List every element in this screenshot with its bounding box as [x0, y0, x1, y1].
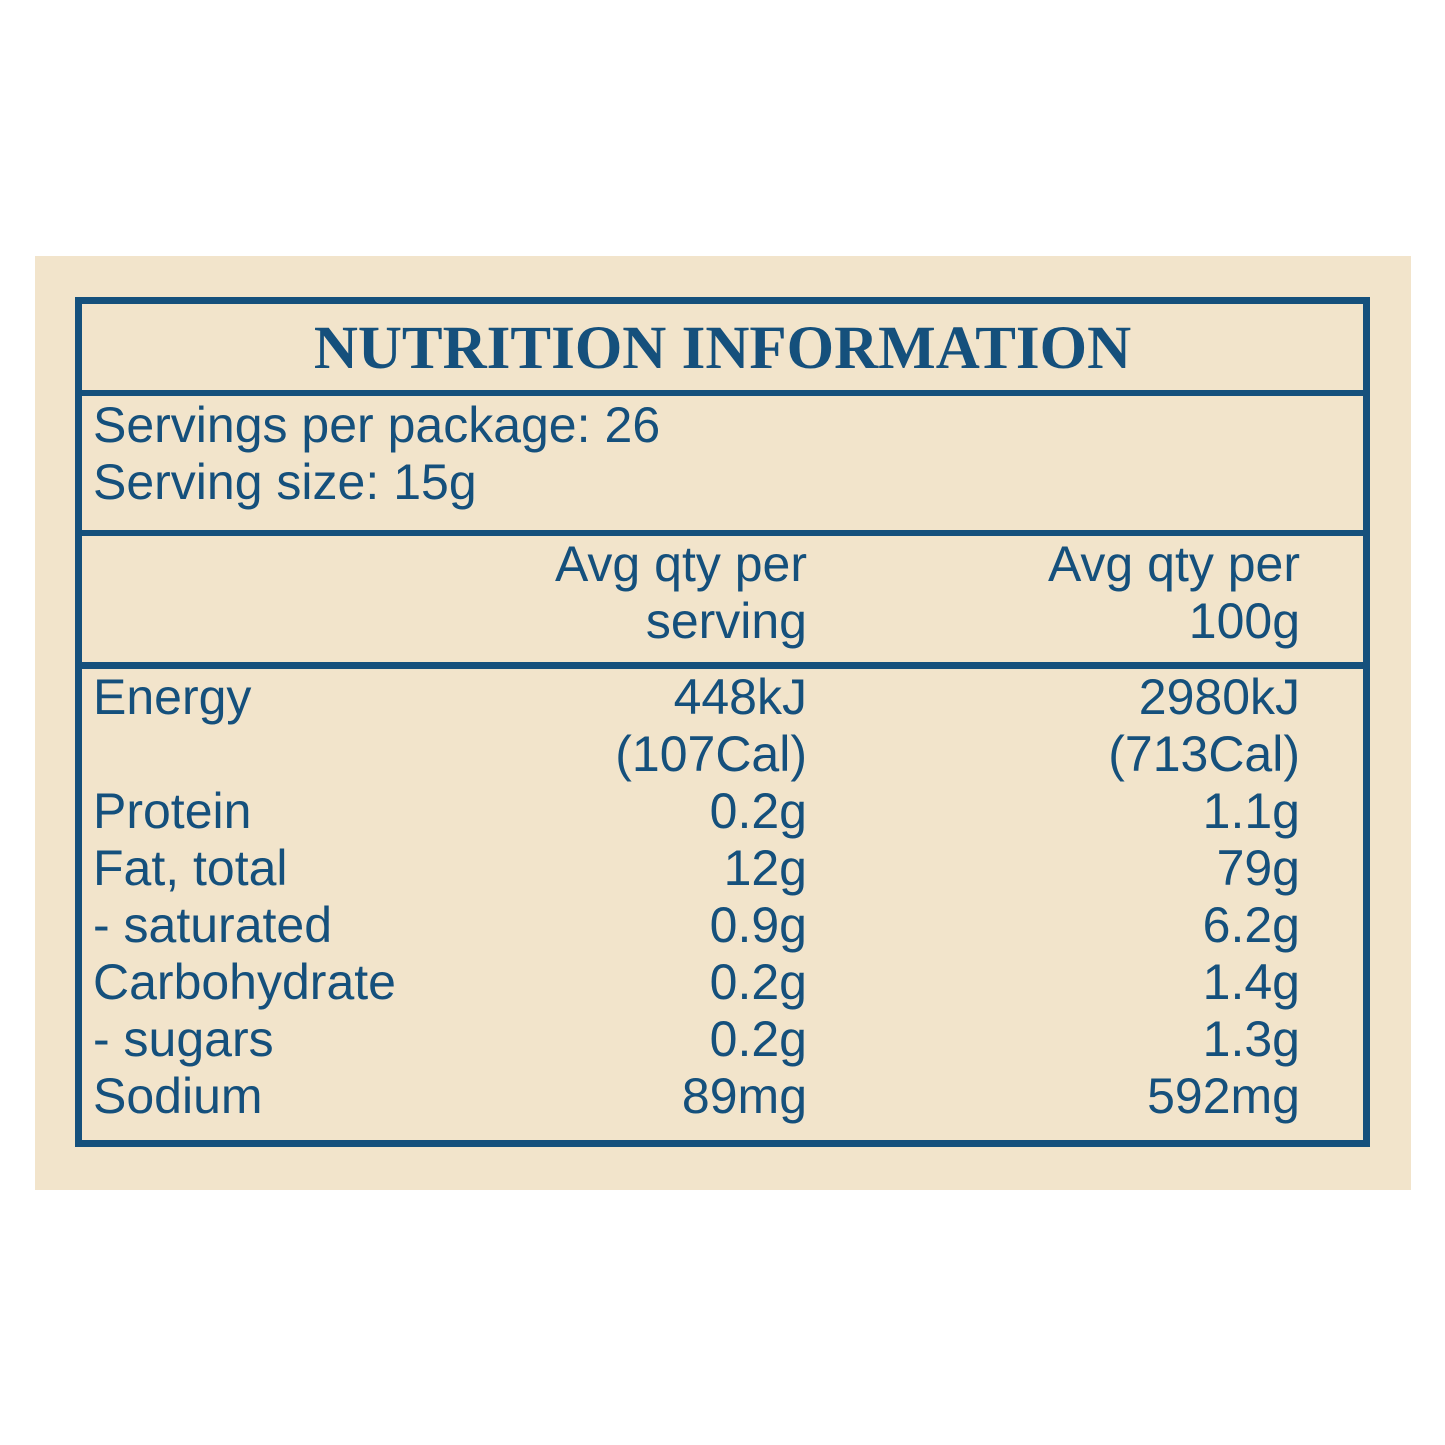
serving-size-value: 15g: [393, 454, 477, 510]
serving-size-line: Serving size: 15g: [93, 454, 1363, 511]
per-serving-value: 0.2g: [709, 954, 807, 1010]
per-100g-value: 1.3g: [1202, 1011, 1300, 1067]
nutrient-row: Energy 448kJ 2980kJ: [82, 669, 1363, 726]
nutrient-label: Energy: [93, 669, 252, 725]
nutrient-label: - saturated: [93, 897, 333, 953]
nutrient-row: - sugars 0.2g 1.3g: [82, 1011, 1363, 1068]
per-serving-value: 0.2g: [709, 1011, 807, 1067]
nutrient-row: Carbohydrate 0.2g 1.4g: [82, 954, 1363, 1011]
per-100g-value: (713Cal): [1108, 726, 1300, 782]
serving-info-section: Servings per package: 26 Serving size: 1…: [82, 396, 1363, 536]
nutrition-panel: NUTRITION INFORMATION Servings per packa…: [35, 256, 1411, 1190]
per-serving-value: (107Cal): [615, 726, 807, 782]
nutrient-label: Sodium: [93, 1068, 263, 1124]
nutrient-row: Fat, total 12g 79g: [82, 840, 1363, 897]
per-100g-value: 1.4g: [1202, 954, 1300, 1010]
nutrient-row: - saturated 0.9g 6.2g: [82, 897, 1363, 954]
servings-per-package-value: 26: [604, 397, 661, 453]
nutrient-rows: Energy 448kJ 2980kJ (107Cal) (713Cal) Pr…: [82, 669, 1363, 1140]
nutrient-row: Protein 0.2g 1.1g: [82, 783, 1363, 840]
nutrition-table: NUTRITION INFORMATION Servings per packa…: [75, 297, 1370, 1147]
per-100g-value: 79g: [1216, 840, 1300, 896]
per-100g-header-line2: 100g: [1188, 593, 1300, 649]
per-serving-value: 0.2g: [709, 783, 807, 839]
servings-per-package-label: Servings per package:: [93, 397, 591, 453]
nutrient-row: (107Cal) (713Cal): [82, 726, 1363, 783]
per-100g-value: 592mg: [1147, 1068, 1300, 1124]
per-100g-value: 2980kJ: [1138, 669, 1300, 725]
per-serving-value: 448kJ: [673, 669, 807, 725]
per-serving-value: 0.9g: [709, 897, 807, 953]
per-serving-value: 89mg: [681, 1068, 807, 1124]
column-header-per-100g: Avg qty per 100g: [807, 536, 1300, 662]
per-serving-header-line1: Avg qty per: [554, 536, 807, 592]
column-header-per-serving: Avg qty per serving: [443, 536, 807, 662]
column-header-spacer: [93, 536, 443, 662]
nutrient-label: - sugars: [93, 1011, 274, 1067]
nutrient-label: Carbohydrate: [93, 954, 396, 1010]
nutrient-label: Fat, total: [93, 840, 288, 896]
serving-size-label: Serving size:: [93, 454, 380, 510]
servings-per-package-line: Servings per package: 26: [93, 397, 1363, 454]
column-header-row: Avg qty per serving Avg qty per 100g: [82, 536, 1363, 669]
per-100g-value: 6.2g: [1202, 897, 1300, 953]
nutrient-label: Protein: [93, 783, 252, 839]
nutrient-row: Sodium 89mg 592mg: [82, 1068, 1363, 1125]
per-100g-value: 1.1g: [1202, 783, 1300, 839]
table-title-section: NUTRITION INFORMATION: [82, 304, 1363, 396]
per-serving-header-line2: serving: [645, 593, 807, 649]
per-100g-header-line1: Avg qty per: [1047, 536, 1300, 592]
per-serving-value: 12g: [723, 840, 807, 896]
nutrient-label: [93, 726, 443, 783]
table-title: NUTRITION INFORMATION: [313, 314, 1132, 382]
